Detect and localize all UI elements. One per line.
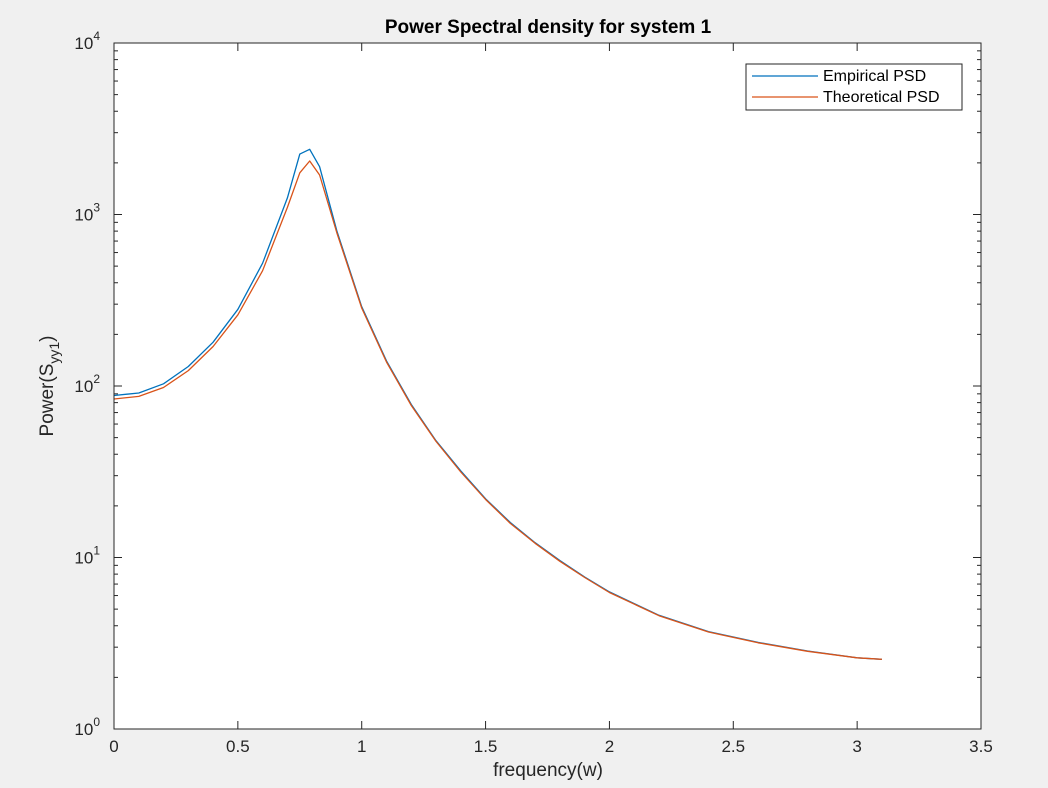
- y-axis-label: Power(Syy1): [37, 336, 62, 437]
- legend-box: [745, 63, 963, 111]
- y-axis-label-close: ): [37, 336, 58, 342]
- x-tick-label: 3.5: [969, 737, 993, 756]
- y-axis-label-base: Power(S: [37, 364, 58, 437]
- series-line-theoretical: [113, 160, 882, 660]
- svg-text:Power(Syy1): Power(Syy1): [37, 336, 62, 437]
- x-tick-label: 2.5: [721, 737, 745, 756]
- y-tick-label: 104: [74, 29, 100, 53]
- series-layer: [113, 148, 882, 660]
- chart-title: Power Spectral density for system 1: [385, 17, 712, 38]
- y-axis: 100 101 102 103 104: [74, 29, 981, 739]
- y-axis-label-subscript: yy1: [46, 342, 62, 364]
- y-tick-label: 103: [74, 201, 100, 225]
- plot-area: [114, 43, 981, 729]
- x-tick-label: 1.5: [474, 737, 498, 756]
- y-tick-label: 101: [74, 544, 100, 568]
- legend: Empirical PSD Theoretical PSD: [745, 63, 963, 111]
- x-tick-label: 0: [109, 737, 118, 756]
- x-axis: 0 0.5 1 1.5 2 2.5 3 3.5: [109, 43, 993, 756]
- y-tick-label: 102: [74, 372, 100, 396]
- y-tick-label: 100: [74, 715, 100, 739]
- x-tick-label: 1: [357, 737, 366, 756]
- legend-label-theoretical: Theoretical PSD: [823, 89, 940, 106]
- x-tick-label: 2: [605, 737, 614, 756]
- legend-label-empirical: Empirical PSD: [823, 68, 926, 85]
- x-axis-label: frequency(w): [493, 760, 603, 781]
- x-tick-label: 0.5: [226, 737, 250, 756]
- x-tick-label: 3: [852, 737, 861, 756]
